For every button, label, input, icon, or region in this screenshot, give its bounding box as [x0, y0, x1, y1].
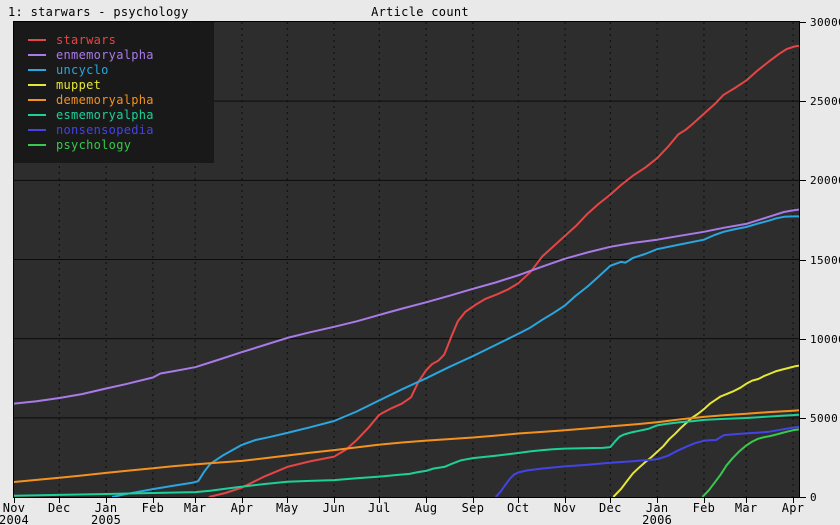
series-line-uncyclo	[111, 215, 799, 497]
title-bar: 1: starwars - psychology Article count	[0, 0, 840, 21]
x-tick-label: Dec	[599, 501, 622, 515]
x-tick-mark	[152, 498, 154, 503]
legend-item-muppet: muppet	[24, 77, 214, 92]
x-tick-mark	[565, 498, 567, 503]
x-tick-label: May	[275, 501, 299, 515]
window-title: 1: starwars - psychology	[8, 5, 189, 19]
x-tick-mark	[287, 498, 289, 503]
legend-label: enmemoryalpha	[56, 47, 154, 62]
x-tick-label: Jan	[94, 501, 118, 515]
y-tick-mark	[800, 259, 806, 261]
x-tick-label: Aug	[414, 501, 438, 515]
legend-item-esmemoryalpha: esmemoryalpha	[24, 107, 214, 122]
x-year-label: 2006	[642, 513, 673, 525]
legend-label: muppet	[56, 77, 102, 92]
x-tick-mark	[334, 498, 336, 503]
x-tick-mark	[793, 498, 794, 503]
legend-line-sample	[28, 128, 46, 131]
x-tick-label: Feb	[692, 501, 716, 515]
x-tick-label: Jun	[322, 501, 346, 515]
y-tick-label: 5000	[810, 411, 839, 425]
y-tick-mark	[800, 101, 806, 103]
legend-label: psychology	[56, 137, 132, 152]
x-tick-label: Feb	[141, 501, 165, 515]
series-line-muppet	[612, 364, 799, 497]
series-line-enmemoryalpha	[14, 208, 799, 405]
legend-label: esmemoryalpha	[56, 107, 154, 122]
legend-item-starwars: starwars	[24, 32, 214, 47]
x-tick-mark	[195, 498, 197, 503]
series-line-esmemoryalpha	[14, 413, 799, 497]
legend-label: starwars	[56, 32, 117, 47]
y-tick-mark	[800, 22, 806, 23]
x-tick-label: Oct	[506, 501, 530, 515]
y-tick-mark	[800, 417, 806, 419]
plot-area: starwars enmemoryalpha uncyclo muppet dememo…	[13, 21, 800, 498]
x-tick-mark	[657, 498, 659, 503]
legend-item-nonsensopedia: nonsensopedia	[24, 122, 214, 137]
legend-line-sample	[28, 83, 46, 86]
x-tick-label: Nov	[553, 501, 577, 515]
x-tick-label: Jul	[368, 501, 391, 515]
x-tick-mark	[14, 498, 15, 503]
x-tick-mark	[746, 498, 748, 503]
y-tick-label: 15000	[810, 253, 840, 267]
x-tick-mark	[610, 498, 612, 503]
chart-title: Article count	[371, 5, 469, 19]
legend-label: nonsensopedia	[56, 122, 154, 137]
legend-line-sample	[28, 98, 46, 101]
x-tick-label: Dec	[47, 501, 71, 515]
x-tick-mark	[59, 498, 61, 503]
x-tick-label: Jan	[645, 501, 669, 515]
legend-line-sample	[28, 68, 46, 71]
legend-item-dememoryalpha: dememoryalpha	[24, 92, 214, 107]
x-year-label: 2005	[91, 513, 122, 525]
y-tick-label: 10000	[810, 332, 840, 346]
y-tick-label: 30000	[810, 16, 840, 29]
x-tick-mark	[241, 498, 243, 503]
x-tick-label: Apr	[230, 501, 254, 515]
series-line-dememoryalpha	[14, 409, 799, 483]
legend-line-sample	[28, 38, 46, 41]
x-tick-label: Sep	[461, 501, 485, 515]
y-tick-mark	[800, 180, 806, 182]
x-tick-mark	[703, 498, 705, 503]
series-line-starwars	[208, 44, 799, 497]
x-tick-label: Mar	[734, 501, 758, 515]
x-tick-mark	[106, 498, 108, 503]
legend: starwars enmemoryalpha uncyclo muppet dememo…	[14, 22, 214, 163]
x-tick-label: Mar	[183, 501, 207, 515]
legend-label: uncyclo	[56, 62, 109, 77]
legend-line-sample	[28, 113, 46, 116]
y-tick-label: 20000	[810, 174, 840, 188]
x-tick-mark	[426, 498, 428, 503]
x-tick-mark	[379, 498, 381, 503]
legend-line-sample	[28, 53, 46, 56]
x-tick-mark	[518, 498, 520, 503]
x-year-label: 2004	[0, 513, 30, 525]
legend-line-sample	[28, 143, 46, 146]
legend-label: dememoryalpha	[56, 92, 154, 107]
series-line-nonsensopedia	[494, 426, 799, 497]
y-tick-label: 25000	[810, 95, 840, 109]
y-tick-mark	[800, 497, 806, 498]
x-tick-label: Nov	[2, 501, 26, 515]
legend-item-uncyclo: uncyclo	[24, 62, 214, 77]
legend-item-psychology: psychology	[24, 137, 214, 152]
x-tick-mark	[472, 498, 474, 503]
legend-item-enmemoryalpha: enmemoryalpha	[24, 47, 214, 62]
y-tick-mark	[800, 338, 806, 340]
series-line-psychology	[701, 428, 799, 497]
x-tick-label: Apr	[781, 501, 805, 515]
y-tick-label: 0	[810, 491, 818, 504]
